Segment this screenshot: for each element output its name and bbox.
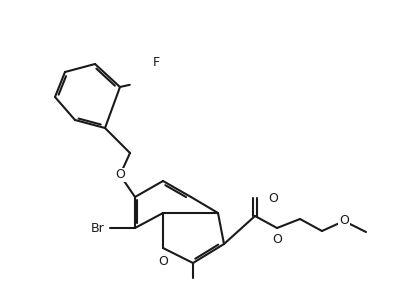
Text: Br: Br <box>90 221 104 235</box>
Text: O: O <box>272 233 282 246</box>
Text: O: O <box>268 192 278 204</box>
Text: F: F <box>153 57 160 69</box>
Text: O: O <box>339 213 349 226</box>
Text: O: O <box>158 255 168 268</box>
Text: O: O <box>115 168 125 181</box>
